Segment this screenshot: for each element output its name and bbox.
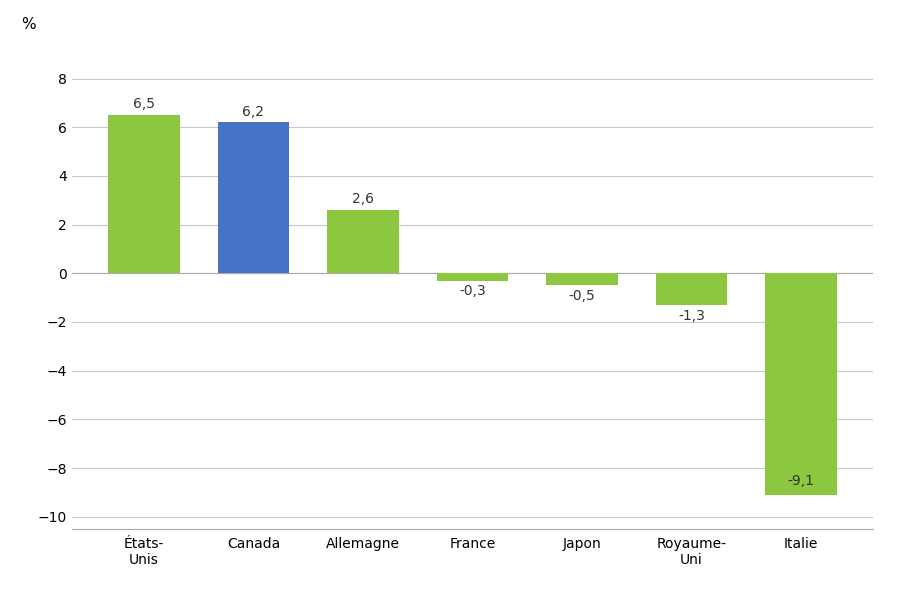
Bar [656, 273, 727, 305]
Text: -9,1: -9,1 [788, 474, 814, 487]
Bar [546, 273, 617, 285]
Bar [328, 210, 399, 273]
Text: 2,6: 2,6 [352, 192, 374, 206]
Text: -0,5: -0,5 [569, 289, 596, 303]
Text: 6,2: 6,2 [242, 105, 265, 119]
Text: 6,5: 6,5 [133, 97, 155, 111]
Bar [765, 273, 837, 495]
Bar [108, 115, 180, 273]
Bar [218, 123, 289, 273]
Text: -0,3: -0,3 [459, 284, 486, 298]
Y-axis label: %: % [21, 17, 35, 32]
Bar [436, 273, 508, 281]
Text: -1,3: -1,3 [678, 308, 705, 323]
